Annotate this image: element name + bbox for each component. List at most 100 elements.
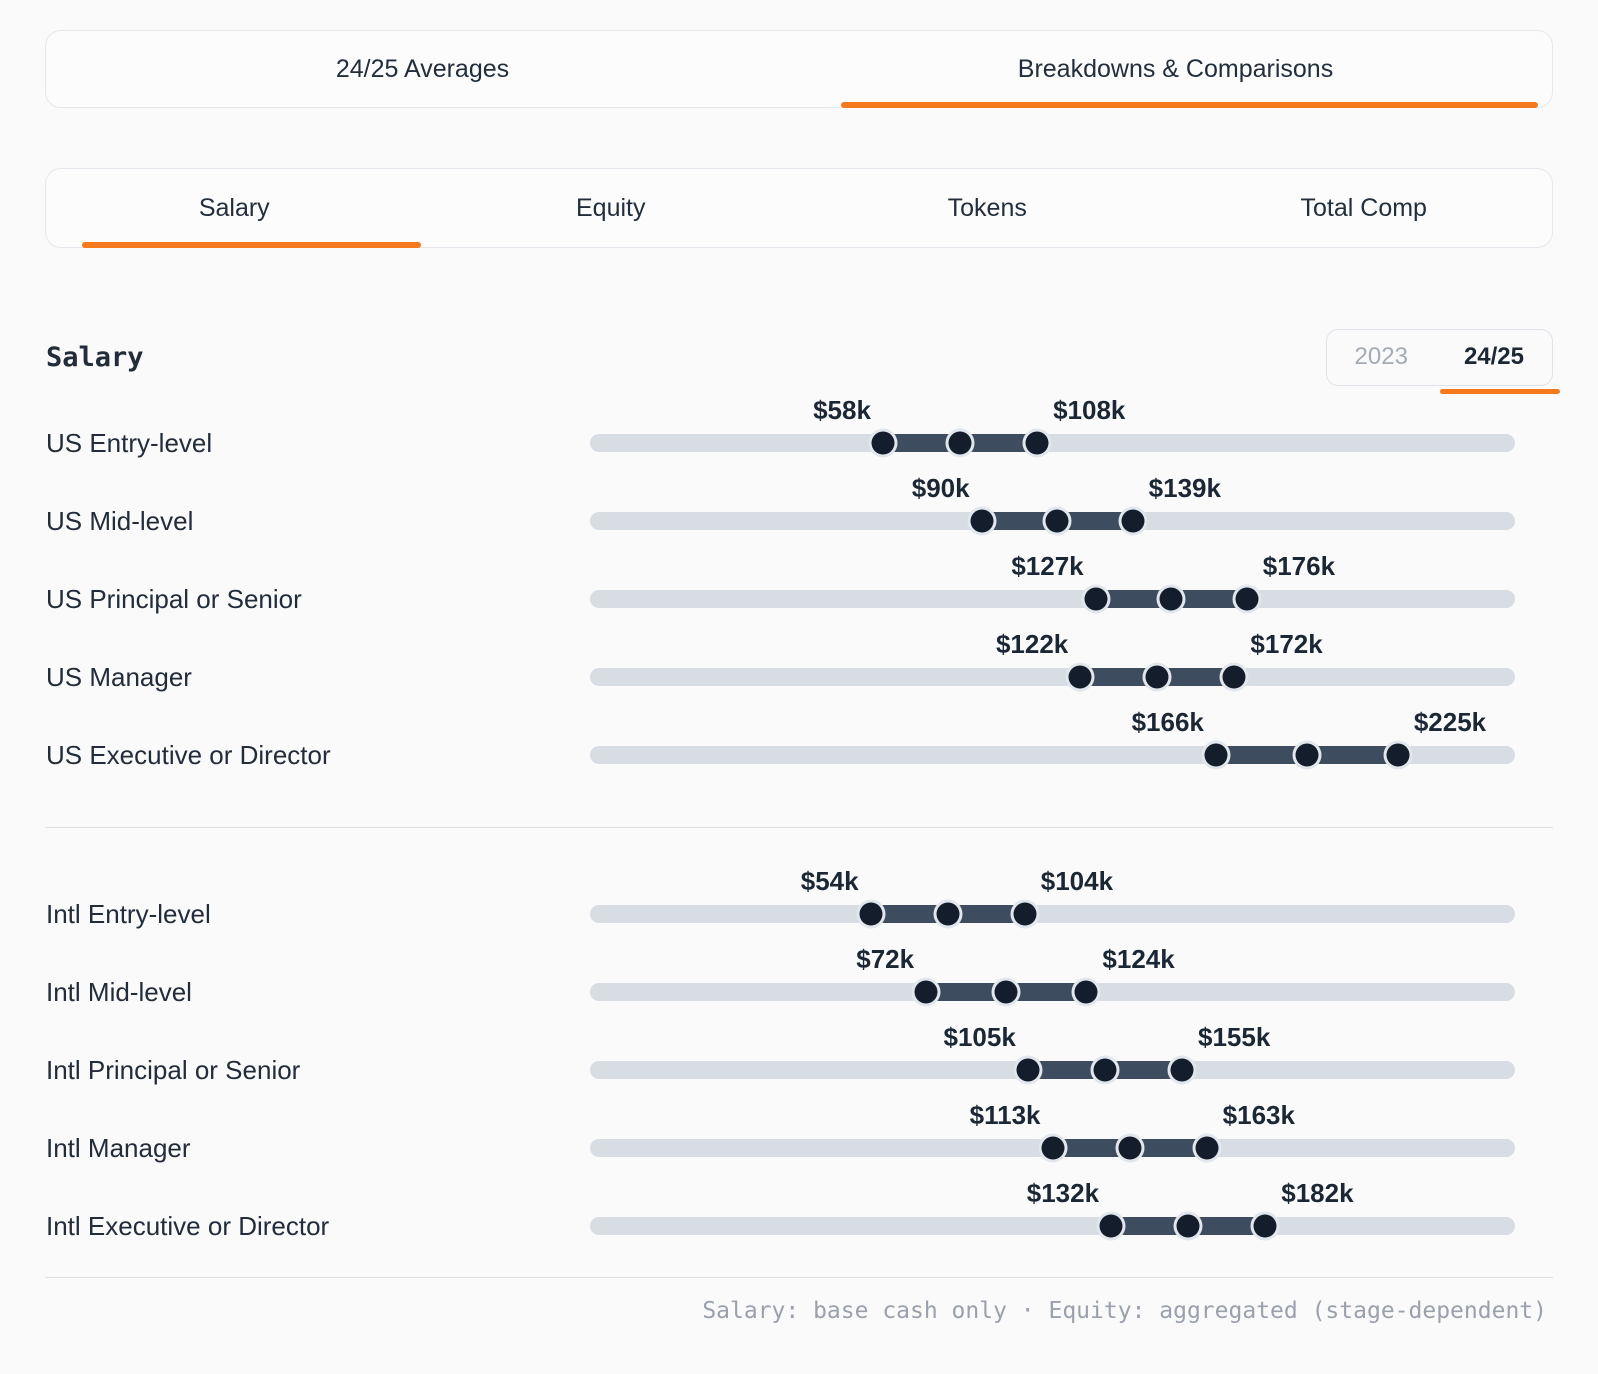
range-max-dot <box>1170 1058 1194 1082</box>
tab-label: Equity <box>576 193 646 222</box>
range-max-value: $124k <box>1102 944 1175 974</box>
view-tabs: 24/25 Averages Breakdowns & Comparisons <box>45 30 1553 108</box>
metric-tabs: Salary Equity Tokens Total Comp <box>45 168 1553 248</box>
range-max-dot <box>1121 509 1145 533</box>
salary-row: US Principal or Senior $127k $176k <box>46 551 1553 638</box>
range-min-dot <box>871 431 895 455</box>
tab-salary[interactable]: Salary <box>46 169 423 248</box>
range-min-dot <box>1084 587 1108 611</box>
range-max-dot <box>1013 902 1037 926</box>
range-mid-dot <box>994 980 1018 1004</box>
us-salary-group: US Entry-level $58k $108k US Mid-level $90k $… <box>46 395 1553 794</box>
range-min-value: $72k <box>856 944 915 974</box>
range-mid-dot <box>1093 1058 1117 1082</box>
range-max-dot <box>1222 665 1246 689</box>
range-min-dot <box>1016 1058 1040 1082</box>
range-slider: $122k $172k <box>590 629 1515 689</box>
salary-row: US Entry-level $58k $108k <box>46 395 1553 482</box>
range-max-dot <box>1025 431 1049 455</box>
tab-label: Breakdowns & Comparisons <box>1017 54 1334 83</box>
range-min-value: $166k <box>1131 707 1204 737</box>
range-track <box>590 668 1515 686</box>
range-max-value: $182k <box>1281 1178 1354 1208</box>
row-label: US Entry-level <box>46 427 213 458</box>
intl-salary-group: Intl Entry-level $54k $104k Intl Mid-level $… <box>46 866 1553 1265</box>
range-min-value: $58k <box>813 395 871 425</box>
row-label: US Manager <box>46 661 192 692</box>
range-min-value: $122k <box>995 629 1069 659</box>
section-header: Salary 2023 24/25 <box>46 328 1561 394</box>
range-max-dot <box>1235 587 1259 611</box>
range-min-dot <box>1041 1136 1064 1160</box>
range-min-dot <box>1099 1214 1123 1238</box>
tab-equity[interactable]: Equity <box>423 169 800 247</box>
range-min-value: $90k <box>911 473 970 503</box>
range-track <box>590 590 1515 608</box>
year-option-2425[interactable]: 24/25 <box>1436 330 1561 394</box>
range-max-dot <box>1253 1214 1277 1238</box>
range-track <box>590 434 1515 452</box>
year-option-2023[interactable]: 2023 <box>1354 343 1408 370</box>
salary-row: Intl Principal or Senior $105k $155k <box>46 1022 1553 1109</box>
range-max-value: $108k <box>1053 395 1126 425</box>
range-min-dot <box>970 509 994 533</box>
salary-row: US Mid-level $90k $139k <box>46 473 1553 560</box>
range-mid-dot <box>1145 665 1169 689</box>
range-min-value: $54k <box>800 866 859 896</box>
range-slider: $113k $163k <box>590 1100 1515 1160</box>
us-intl-divider <box>46 827 1553 828</box>
range-min-dot <box>914 980 938 1004</box>
range-slider: $105k $155k <box>590 1022 1515 1082</box>
footer-divider <box>46 1277 1553 1278</box>
range-slider: $90k $139k <box>590 473 1515 533</box>
range-slider: $54k $104k <box>590 866 1515 926</box>
salary-row: Intl Executive or Director $132k $182k <box>46 1178 1553 1265</box>
range-mid-dot <box>1118 1136 1142 1160</box>
tab-total-comp[interactable]: Total Comp <box>1176 169 1553 247</box>
tab-breakdowns-comparisons[interactable]: Breakdowns & Comparisons <box>799 31 1552 108</box>
salary-range-chart: US Entry-level $58k $108k US Mid-level $90k $… <box>46 395 1553 1265</box>
range-mid-dot <box>1159 587 1183 611</box>
range-mid-dot <box>1176 1214 1200 1238</box>
range-slider: $132k $182k <box>590 1178 1515 1238</box>
tab-label: Total Comp <box>1300 193 1427 222</box>
range-mid-dot <box>1295 743 1319 767</box>
range-min-value: $105k <box>943 1022 1016 1052</box>
footnote: Salary: base cash only · Equity: aggrega… <box>702 1298 1547 1324</box>
range-max-value: $155k <box>1198 1022 1271 1052</box>
range-min-value: $127k <box>1011 551 1084 581</box>
row-label: Intl Entry-level <box>46 898 211 929</box>
row-label: US Principal or Senior <box>46 583 302 614</box>
range-mid-dot <box>1045 509 1069 533</box>
tab-label: Tokens <box>947 193 1027 222</box>
row-label: Intl Manager <box>46 1132 191 1163</box>
range-slider: $127k $176k <box>590 551 1515 611</box>
row-label: US Executive or Director <box>46 739 331 770</box>
range-max-value: $163k <box>1222 1100 1295 1130</box>
row-label: Intl Principal or Senior <box>46 1054 301 1085</box>
range-max-dot <box>1386 743 1410 767</box>
range-slider: $58k $108k <box>590 395 1515 455</box>
row-label: Intl Mid-level <box>46 976 192 1007</box>
range-track <box>590 905 1515 923</box>
range-max-value: $176k <box>1262 551 1336 581</box>
range-min-dot <box>859 902 883 926</box>
range-min-value: $132k <box>1026 1178 1100 1208</box>
salary-row: US Executive or Director $166k $225k <box>46 707 1553 794</box>
tab-2425-averages[interactable]: 24/25 Averages <box>46 31 799 107</box>
range-slider: $166k $225k <box>590 707 1515 767</box>
row-label: US Mid-level <box>46 505 194 536</box>
range-min-dot <box>1068 665 1092 689</box>
row-label: Intl Executive or Director <box>46 1210 330 1241</box>
range-min-dot <box>1204 743 1228 767</box>
range-max-value: $139k <box>1148 473 1221 503</box>
range-max-dot <box>1074 980 1098 1004</box>
tab-label: 24/25 Averages <box>335 54 510 83</box>
salary-row: Intl Manager $113k $163k <box>46 1100 1553 1187</box>
range-max-value: $225k <box>1413 707 1487 737</box>
range-max-dot <box>1195 1136 1219 1160</box>
range-mid-dot <box>948 431 972 455</box>
salary-row: Intl Entry-level $54k $104k <box>46 866 1553 953</box>
tab-tokens[interactable]: Tokens <box>799 169 1176 247</box>
salary-row: Intl Mid-level $72k $124k <box>46 944 1553 1031</box>
